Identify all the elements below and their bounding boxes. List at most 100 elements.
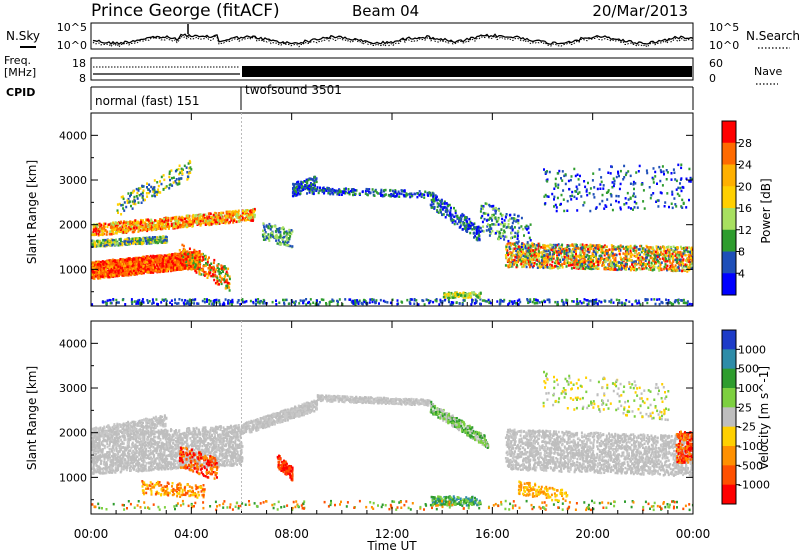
data-cell [198,272,201,275]
data-cell [162,259,165,262]
data-cell [489,301,492,305]
data-cell [129,265,132,268]
data-cell [126,264,128,267]
data-cell [165,299,168,303]
data-cell [498,302,501,306]
data-cell [98,226,101,229]
data-cell [271,231,273,234]
data-cell [204,213,207,216]
data-cell [586,303,589,306]
data-cell [95,240,98,243]
data-cell [424,190,427,193]
data-cell [196,263,199,267]
data-cell [231,214,234,218]
data-cell [306,184,309,188]
data-cell [637,299,640,303]
data-cell [205,217,208,220]
data-cell [585,299,588,302]
data-cell [161,255,163,258]
data-cell [162,225,165,228]
data-cell [510,300,513,303]
data-cell [413,302,416,305]
data-cell [468,293,471,296]
data-cell [449,303,452,306]
data-cell [294,300,297,303]
data-cell [220,215,223,219]
data-cell [127,264,130,268]
data-cell [476,226,479,229]
data-cell [471,291,473,294]
data-cell [209,221,212,224]
data-cell [147,265,150,269]
data-cell [194,214,197,218]
data-cell [203,270,206,274]
data-cell [327,189,330,192]
data-cell [146,257,149,261]
data-cell [381,193,384,197]
data-cell [367,188,370,191]
data-cell [596,302,599,306]
data-cell [467,227,470,230]
data-cell [455,291,458,294]
data-cell [165,263,168,266]
data-cell [130,240,133,243]
data-cell [120,264,123,268]
data-cell [173,262,176,266]
data-cell [144,223,147,226]
data-cell [136,191,139,195]
data-cell [392,194,395,197]
data-cell [172,222,175,225]
data-cell [369,191,372,195]
data-cell [420,195,423,198]
data-cell [112,242,115,246]
data-cell [193,302,196,305]
data-cell [160,257,162,261]
data-cell [152,226,155,229]
data-cell [436,199,439,202]
data-cell [501,300,504,303]
data-cell [125,241,128,245]
data-cell [168,256,171,259]
data-cell [451,221,454,224]
data-cell [443,202,446,205]
data-cell [244,209,247,212]
data-cell [100,242,103,245]
data-cell [146,182,148,185]
data-cell [178,216,181,219]
data-cell [104,274,107,277]
data-cell [472,223,475,226]
data-cell [477,227,480,231]
data-cell [162,174,165,177]
data-cell [417,192,419,195]
data-cell [217,216,220,220]
data-cell [170,262,172,266]
data-cell [153,188,156,192]
data-cell [156,270,159,273]
data-cell [199,214,202,218]
data-cell [209,215,212,219]
data-cell [301,181,304,184]
data-cell [432,300,435,304]
data-cell [130,225,133,229]
data-cell [619,245,622,249]
data-cell [128,272,131,276]
data-cell [109,240,112,243]
data-cell [194,263,197,266]
data-cell [154,236,156,239]
data-cell [570,262,573,265]
data-cell [154,258,157,261]
data-cell [146,195,149,198]
data-cell [650,298,653,301]
data-cell [499,298,502,302]
data-cell [194,256,196,260]
data-cell [212,300,215,303]
data-cell [121,203,124,207]
data-cell [171,303,173,306]
data-cell [136,220,138,224]
data-cell [179,259,182,262]
data-cell [110,239,113,242]
data-cell [149,266,152,269]
data-cell [511,258,514,262]
data-cell [688,302,691,306]
data-cell [178,221,181,225]
